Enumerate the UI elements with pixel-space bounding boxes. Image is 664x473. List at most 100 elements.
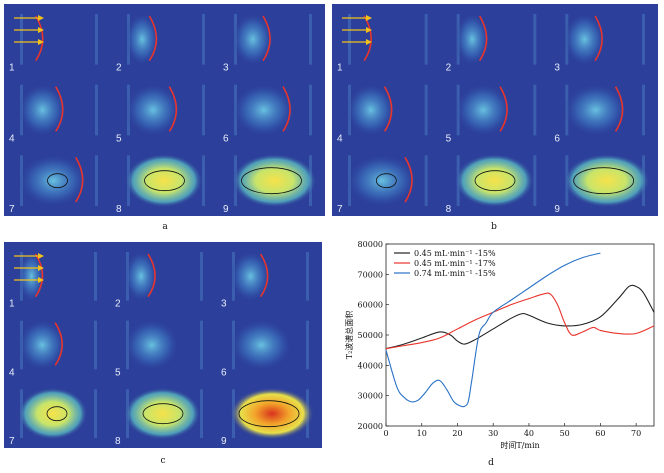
column-edge (348, 14, 351, 65)
flow-arrowhead-icon (38, 265, 44, 271)
cell-number: 1 (9, 63, 15, 74)
mri-cell: 8 (115, 387, 203, 447)
column-edge (202, 84, 205, 136)
mri-cell: 3 (554, 12, 645, 74)
cell-number: 9 (221, 436, 227, 447)
displacement-front-line (478, 15, 488, 62)
flow-arrowhead-icon (366, 39, 372, 45)
cell-number: 3 (221, 299, 227, 310)
displacement-front-line (168, 86, 178, 132)
x-tick-label: 60 (595, 429, 605, 438)
series-line-3 (385, 252, 601, 408)
saturation-region (563, 12, 606, 67)
displacement-front-line (147, 253, 156, 298)
x-tick-label: 30 (488, 429, 498, 438)
saturation-region (18, 387, 88, 440)
cell-number: 8 (446, 204, 452, 215)
cell-number: 9 (554, 204, 560, 215)
cell-number: 9 (223, 204, 229, 215)
mri-cell: 2 (115, 250, 203, 310)
saturation-region (563, 153, 650, 208)
saturation-region (124, 387, 201, 440)
y-axis-title: T₂波谱总面积 (344, 311, 354, 360)
saturation-region (18, 318, 67, 372)
column-edge (642, 84, 645, 136)
mri-cell: 4 (337, 83, 428, 144)
mri-cell: 5 (446, 83, 537, 144)
series-line-2 (385, 292, 655, 350)
mri-cell: 7 (337, 153, 428, 215)
x-tick-label: 20 (452, 429, 462, 438)
saturation-region (18, 83, 67, 137)
column-edge (424, 84, 428, 136)
saturation-region (230, 318, 293, 372)
mri-cell: 6 (221, 318, 309, 378)
mri-cell: 1 (337, 14, 428, 74)
cell-number: 5 (115, 367, 121, 378)
iso-contour (573, 167, 635, 195)
displacement-front-line (55, 86, 64, 132)
x-tick-label: 70 (631, 429, 641, 438)
mri-cell: 7 (9, 153, 98, 215)
x-tick-label: 50 (560, 429, 570, 438)
mri-cell: 1 (9, 14, 98, 74)
flow-arrowhead-icon (38, 277, 44, 283)
x-tick-label: 40 (524, 429, 534, 438)
saturation-region (124, 318, 180, 372)
x-tick-label: 10 (417, 429, 427, 438)
iso-contour (47, 173, 68, 189)
mri-cell: 2 (116, 12, 205, 74)
x-axis-title: 时间T/min (500, 440, 539, 450)
displacement-front-line (54, 322, 63, 366)
saturation-region (563, 83, 628, 137)
cell-number: 8 (116, 204, 122, 215)
mri-cell: 4 (9, 83, 98, 144)
mri-cell: 8 (116, 153, 205, 215)
saturation-region (124, 250, 159, 303)
displacement-front-line (282, 86, 291, 132)
cell-number: 3 (554, 63, 560, 74)
column-edge (533, 14, 537, 65)
column-edge (202, 14, 205, 65)
cell-number: 1 (9, 299, 15, 310)
cell-number: 6 (223, 133, 229, 144)
displacement-front-line (614, 86, 624, 132)
legend-label: 0.45 mL·min⁻¹ -15% (414, 249, 496, 258)
saturation-region (454, 12, 490, 67)
column-edge (95, 84, 98, 136)
cell-number: 4 (9, 367, 15, 378)
iso-contour (241, 167, 302, 195)
mri-cell: 6 (223, 83, 312, 144)
cell-number: 7 (9, 436, 15, 447)
cell-number: 4 (337, 133, 343, 144)
cell-number: 2 (115, 299, 121, 310)
saturation-region (230, 250, 272, 303)
y-tick-label: 40000 (358, 361, 383, 370)
flow-arrowhead-icon (366, 15, 372, 21)
cell-number: 7 (337, 204, 343, 215)
displacement-front-line (594, 15, 603, 62)
cell-number: 8 (115, 436, 121, 447)
column-edge (95, 155, 98, 206)
flow-arrowhead-icon (38, 253, 44, 259)
saturation-region (454, 83, 512, 137)
column-edge (309, 84, 312, 136)
flow-arrowhead-icon (38, 27, 44, 33)
displacement-front-line (499, 86, 508, 132)
y-tick-label: 50000 (358, 331, 383, 340)
cell-number: 3 (223, 63, 229, 74)
cell-number: 1 (337, 63, 343, 74)
mri-cell: 7 (9, 387, 97, 447)
saturation-region (18, 250, 45, 303)
column-edge (309, 14, 312, 65)
displacement-front-line (75, 156, 84, 203)
mri-panel-c: 1 2 3 4 5 6 7 8 9 (4, 242, 322, 448)
mri-cell: 1 (9, 250, 97, 310)
displacement-front-line (259, 253, 269, 298)
cell-number: 7 (9, 204, 15, 215)
column-edge (533, 84, 537, 136)
y-tick-label: 60000 (358, 301, 383, 310)
cell-number: 2 (116, 63, 122, 74)
t2-area-line-chart: 0 10 20 30 40 50 60 70 20000 30000 40000 50000 60000… (344, 240, 655, 450)
mri-cell: 3 (223, 12, 312, 74)
